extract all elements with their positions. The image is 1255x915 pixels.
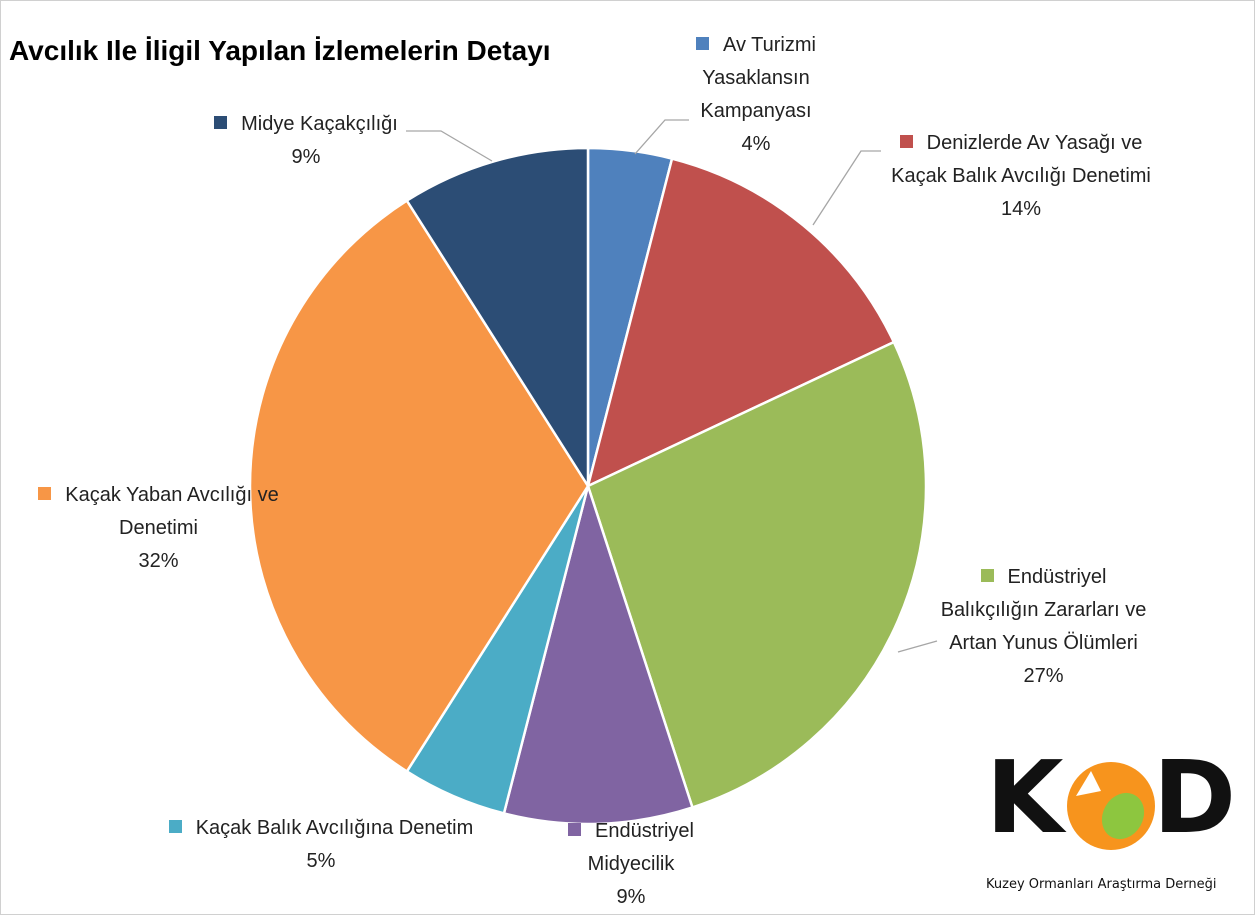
category-label: Av Turizmi Yasaklansın Kampanyası bbox=[700, 34, 816, 122]
category-label: Denizlerde Av Yasağı ve Kaçak Balık Avcı… bbox=[891, 132, 1151, 187]
logo-ear bbox=[1076, 771, 1101, 796]
leader-lines bbox=[406, 119, 938, 653]
pie-slice bbox=[586, 157, 896, 489]
leader-line bbox=[634, 119, 689, 155]
legend-swatch bbox=[568, 823, 582, 836]
legend-swatch bbox=[38, 487, 52, 500]
category-label: Endüstriyel Balıkçılığın Zararları ve Ar… bbox=[940, 566, 1147, 654]
data-label: Denizlerde Av Yasağı ve Kaçak Balık Avcı… bbox=[881, 127, 1161, 226]
category-label: Kaçak Balık Avcılığına Denetim bbox=[195, 817, 474, 839]
leader-line bbox=[812, 150, 881, 226]
pie-slice bbox=[405, 146, 590, 491]
leader-line bbox=[897, 640, 938, 653]
data-label: Endüstriyel Midyecilik 9% bbox=[531, 815, 731, 914]
value-label: 9% bbox=[616, 886, 646, 908]
category-label: Midye Kaçakçılığı bbox=[241, 113, 398, 135]
data-label: Kaçak Balık Avcılığına Denetim 5% bbox=[166, 812, 476, 878]
logo-letter: D bbox=[1153, 739, 1237, 856]
pie-slice bbox=[586, 340, 928, 810]
value-label: 4% bbox=[741, 133, 771, 155]
pie-slice bbox=[248, 198, 590, 774]
legend-swatch bbox=[214, 116, 228, 129]
category-label: Kaçak Yaban Avcılığı ve Denetimi bbox=[65, 484, 279, 539]
value-label: 32% bbox=[138, 550, 179, 572]
leader-line bbox=[406, 130, 493, 162]
pie-slice bbox=[502, 481, 695, 826]
legend-swatch bbox=[899, 135, 913, 148]
data-label: Endüstriyel Balıkçılığın Zararları ve Ar… bbox=[936, 561, 1151, 693]
value-label: 9% bbox=[291, 146, 321, 168]
legend-swatch bbox=[696, 37, 709, 50]
logo-letter: K bbox=[986, 739, 1064, 856]
logo-name: Kuzey Ormanları Araştırma Derneği bbox=[986, 877, 1217, 892]
value-label: 27% bbox=[1023, 665, 1064, 687]
legend-swatch bbox=[168, 820, 182, 833]
legend-swatch bbox=[980, 569, 994, 582]
value-label: 14% bbox=[1000, 198, 1042, 220]
logo-mark bbox=[1067, 762, 1155, 850]
category-label: Endüstriyel Midyecilik bbox=[587, 820, 694, 875]
logo-leaf bbox=[1101, 792, 1145, 840]
data-label: Kaçak Yaban Avcılığı ve Denetimi 32% bbox=[16, 479, 301, 578]
data-label: Midye Kaçakçılığı 9% bbox=[186, 108, 426, 174]
value-label: 5% bbox=[306, 850, 336, 872]
data-label: Av Turizmi Yasaklansın Kampanyası 4% bbox=[661, 29, 851, 161]
chart-title: Avcılık Ile İligil Yapılan İzlemelerin D… bbox=[9, 35, 551, 66]
